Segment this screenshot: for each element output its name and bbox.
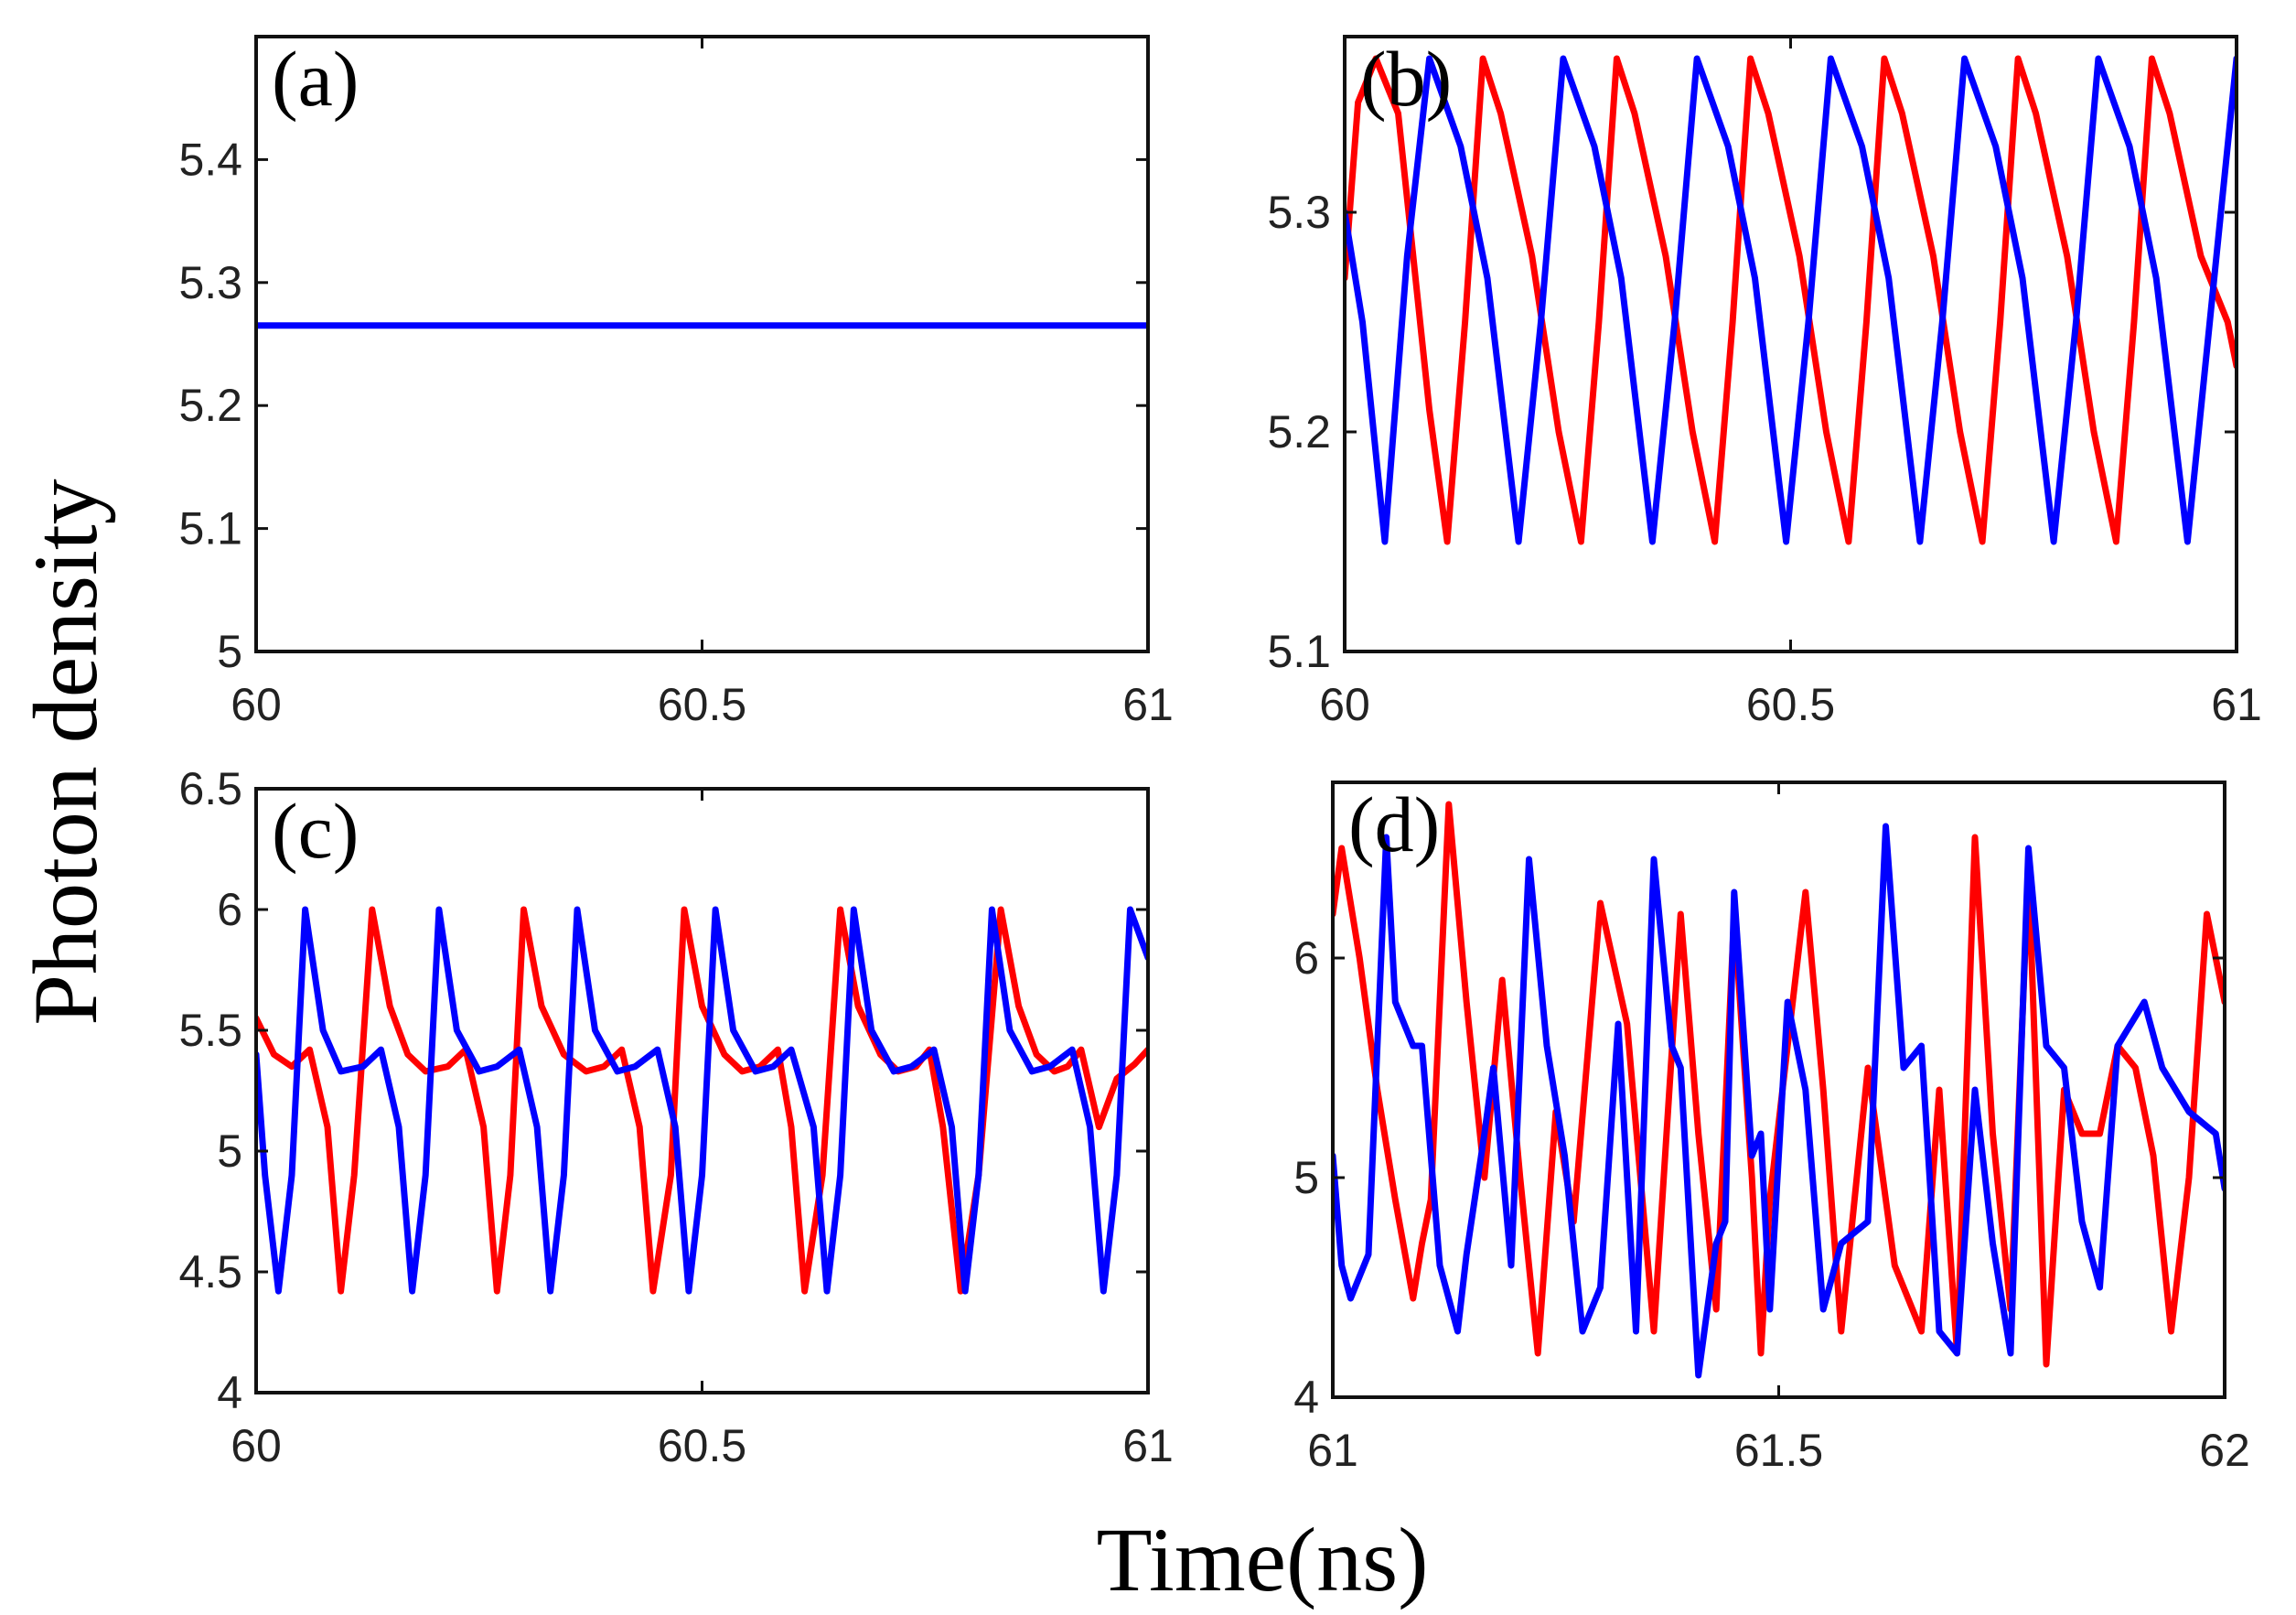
panel-c-ytick-label: 4.5 bbox=[178, 1246, 242, 1297]
y-axis-label: Photon density bbox=[15, 479, 116, 1025]
panel-d-xtick-label: 62 bbox=[2199, 1425, 2250, 1476]
panel-a-ytick-label: 5.3 bbox=[178, 257, 242, 308]
panel-a-ticks: 60 60.5 61 5 5.1 5.2 5.3 5.4 bbox=[178, 37, 1174, 730]
panel-a-label: (a) bbox=[272, 35, 359, 123]
panel-d-ytick-label: 6 bbox=[1293, 932, 1319, 984]
panel-a-ytick-label: 5 bbox=[217, 626, 242, 677]
panel-d: 61 61.5 62 4 5 6 (d) bbox=[1293, 781, 2250, 1476]
panel-c-ytick-label: 5 bbox=[217, 1125, 242, 1177]
panel-b-xtick-label: 61 bbox=[2211, 679, 2262, 730]
panel-c-ytick-label: 5.5 bbox=[178, 1005, 242, 1056]
panel-c-series_2-line bbox=[256, 906, 1148, 1295]
panel-c-ytick-label: 4 bbox=[217, 1367, 242, 1418]
panel-a-ytick-label: 5.1 bbox=[178, 503, 242, 554]
panel-d-ytick-label: 4 bbox=[1293, 1372, 1319, 1423]
panel-c-xtick-label: 60 bbox=[231, 1420, 282, 1471]
panel-b-ytick-label: 5.2 bbox=[1267, 406, 1331, 458]
x-axis-label: Time(ns) bbox=[1096, 1509, 1428, 1610]
panel-a: 60 60.5 61 5 5.1 5.2 5.3 5.4 (a) bbox=[178, 35, 1174, 730]
panel-a-ytick-label: 5.2 bbox=[178, 380, 242, 431]
panel-c-ticks: 60 60.5 61 4 4.5 5 5.5 6 6.5 bbox=[178, 763, 1173, 1471]
panel-d-xtick-label: 61 bbox=[1307, 1425, 1358, 1476]
panel-c-plot-area bbox=[256, 906, 1148, 1295]
panel-b-xtick-label: 60.5 bbox=[1746, 679, 1835, 730]
panel-a-xtick-label: 61 bbox=[1122, 679, 1174, 730]
panel-c: 60 60.5 61 4 4.5 5 5.5 6 6.5 (c) bbox=[178, 763, 1173, 1471]
panel-b-ytick-label: 5.1 bbox=[1267, 626, 1331, 677]
panel-c-label: (c) bbox=[272, 787, 359, 875]
panel-d-ytick-label: 5 bbox=[1293, 1152, 1319, 1203]
panel-b-xtick-label: 60 bbox=[1319, 679, 1370, 730]
panel-c-xtick-label: 60.5 bbox=[658, 1420, 746, 1471]
panel-a-ytick-label: 5.4 bbox=[178, 134, 242, 185]
panel-a-xtick-label: 60.5 bbox=[658, 679, 746, 730]
panel-b: 60 60.5 61 5.1 5.2 5.3 (b) bbox=[1267, 35, 2262, 730]
panel-a-xtick-label: 60 bbox=[231, 679, 282, 730]
panel-b-ticks: 60 60.5 61 5.1 5.2 5.3 bbox=[1267, 37, 2262, 730]
panel-b-ytick-label: 5.3 bbox=[1267, 187, 1331, 238]
panel-b-series_1-line bbox=[1345, 55, 2237, 545]
panel-c-ytick-label: 6.5 bbox=[178, 763, 242, 814]
panel-d-plot-area bbox=[1333, 801, 2225, 1379]
panel-c-ytick-label: 6 bbox=[217, 884, 242, 935]
panel-d-xtick-label: 61.5 bbox=[1734, 1425, 1823, 1476]
panel-c-series_1-line bbox=[256, 906, 1148, 1295]
panel-b-series_2-line bbox=[1345, 55, 2237, 545]
panel-b-plot-area bbox=[1345, 55, 2237, 545]
panel-b-label: (b) bbox=[1360, 35, 1452, 123]
panel-d-series_2-line bbox=[1333, 823, 2225, 1379]
panel-d-ticks: 61 61.5 62 4 5 6 bbox=[1293, 782, 2250, 1476]
panel-d-label: (d) bbox=[1348, 781, 1440, 868]
panel-c-xtick-label: 61 bbox=[1122, 1420, 1174, 1471]
